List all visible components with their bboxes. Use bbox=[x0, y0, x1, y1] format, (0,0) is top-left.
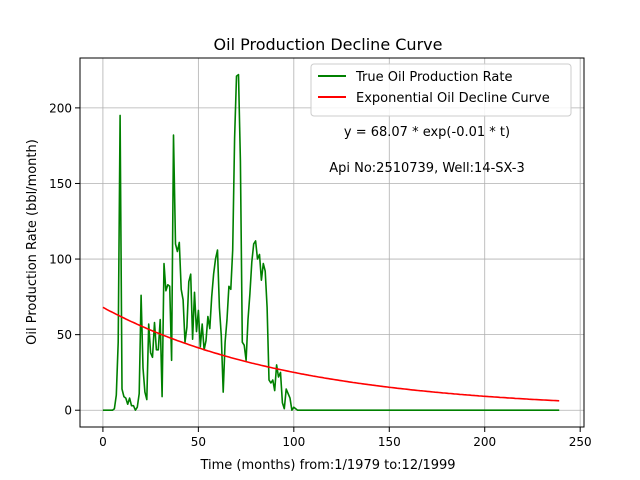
y-tick-label: 50 bbox=[57, 328, 72, 342]
x-tick-label: 250 bbox=[569, 435, 592, 449]
y-tick-label: 100 bbox=[49, 253, 72, 267]
x-tick-label: 50 bbox=[191, 435, 206, 449]
y-tick-label: 200 bbox=[49, 101, 72, 115]
series-line-true-oil-production bbox=[102, 73, 560, 412]
x-tick-label: 100 bbox=[282, 435, 305, 449]
x-tick-label: 0 bbox=[99, 435, 107, 449]
plot-frame bbox=[79, 57, 585, 428]
series-line-exponential-decline bbox=[102, 306, 560, 402]
x-axis-label: Time (months) from:1/1979 to:12/1999 bbox=[199, 458, 455, 473]
legend: True Oil Production Rate Exponential Oil… bbox=[310, 63, 572, 117]
chart-title: Oil Production Decline Curve bbox=[214, 35, 443, 54]
series-layer bbox=[102, 73, 560, 412]
x-tick-label: 150 bbox=[378, 435, 401, 449]
y-tick-label: 0 bbox=[64, 404, 72, 418]
y-axis-label: Oil Production Rate (bbl/month) bbox=[25, 139, 40, 345]
fit-equation-annotation: y = 68.07 * exp(-0.01 * t) bbox=[344, 125, 510, 140]
legend-label-exponential-decline: Exponential Oil Decline Curve bbox=[356, 91, 550, 106]
ticks: 0 50 100 150 200 250 0 50 100 150 200 bbox=[49, 101, 592, 449]
legend-box bbox=[310, 63, 572, 117]
plot-area bbox=[80, 58, 584, 427]
legend-label-true-oil: True Oil Production Rate bbox=[355, 70, 512, 85]
x-tick-label: 200 bbox=[473, 435, 496, 449]
well-info-annotation: Api No:2510739, Well:14-SX-3 bbox=[329, 161, 525, 176]
y-tick-label: 150 bbox=[49, 177, 72, 191]
